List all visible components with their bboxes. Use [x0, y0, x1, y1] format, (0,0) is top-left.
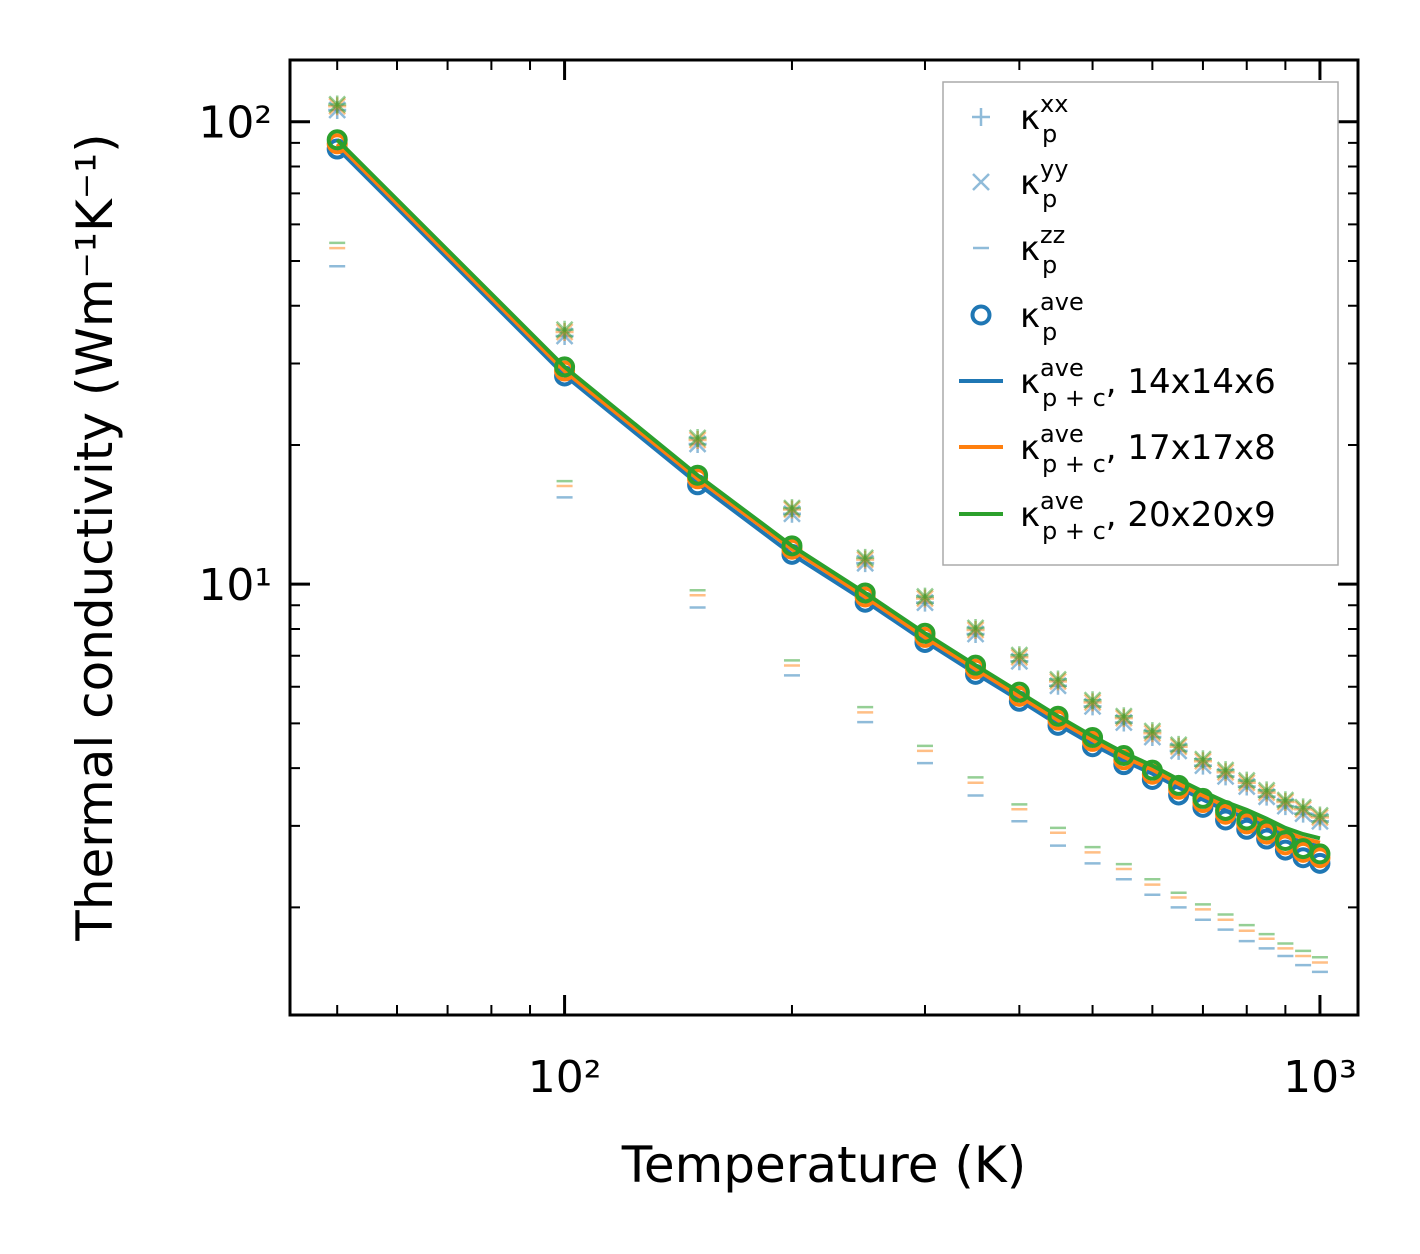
legend-label: κxx p [1020, 90, 1068, 148]
legend-symbol: κ [1020, 98, 1040, 138]
kave-point [914, 622, 936, 644]
legend-label: κave p [1020, 288, 1084, 346]
legend-label: κzz p [1020, 221, 1065, 279]
legend-superscript: ave [1040, 487, 1084, 515]
kave-point [1141, 759, 1163, 781]
kyy-point [1049, 670, 1067, 689]
axis-ticks: 10² 10³ 10¹ 10² [198, 60, 1358, 1103]
legend-subscript: p [1042, 185, 1057, 213]
kyy-point [1143, 722, 1162, 740]
legend-subscript: p + c [1042, 517, 1106, 545]
kyy-point [783, 499, 801, 518]
legend-superscript: ave [1040, 354, 1084, 382]
x-tick-label: 10³ [1283, 1052, 1357, 1103]
plot-marks [326, 95, 1331, 974]
kyy-point [1114, 707, 1133, 726]
x-axis-label: Temperature (K) [621, 1136, 1026, 1194]
legend-label: κave p + c, 20x20x9 [1020, 487, 1276, 545]
legend-item: κave p + c, 20x20x9 [959, 487, 1276, 545]
legend-label: κave p + c, 17x17x8 [1020, 420, 1276, 478]
kave-point [1215, 799, 1237, 821]
kyy-point [916, 587, 934, 606]
legend-symbol: κ [1020, 362, 1040, 402]
legend-box [942, 81, 1339, 566]
legend-item: κyy p [972, 155, 1068, 213]
kave-pc-line-20x20x9 [335, 138, 1321, 841]
kave-point [687, 464, 709, 486]
legend-suffix: , 14x14x6 [1106, 362, 1276, 402]
legend-suffix: , 17x17x8 [1106, 428, 1276, 468]
y-axis-label: Thermal conductivity (Wm⁻¹K⁻¹) [66, 133, 124, 941]
kyy-point [1276, 791, 1295, 810]
y-tick-label: 10¹ [198, 560, 272, 611]
legend-superscript: yy [1040, 155, 1068, 183]
legend-superscript: xx [1040, 90, 1068, 118]
legend-subscript: p + c [1042, 384, 1106, 412]
legend-symbol: κ [1020, 495, 1040, 535]
kyy-point [1083, 691, 1102, 710]
kave-point [1192, 787, 1214, 809]
legend-item: κave p + c, 14x14x6 [959, 354, 1276, 412]
kyy-point [1237, 771, 1256, 790]
legend-superscript: ave [1040, 420, 1084, 448]
kave-point [854, 582, 876, 604]
kyy-point [966, 619, 985, 637]
legend-symbol: κ [1020, 229, 1040, 269]
cross-marker-icon [972, 173, 990, 191]
kyy-point [1216, 761, 1235, 780]
kave-point [1082, 726, 1104, 748]
kave-point [1309, 843, 1331, 865]
legend-superscript: ave [1040, 288, 1084, 316]
legend-item: κave p [970, 288, 1084, 346]
legend-item: κxx p [972, 90, 1068, 148]
plot-area [326, 95, 1331, 974]
legend-symbol: κ [1020, 296, 1040, 336]
legend-subscript: p [1042, 251, 1057, 279]
kave-point [1113, 744, 1135, 766]
series-group-20x20x9 [326, 95, 1331, 959]
kave-point [1168, 774, 1190, 796]
kave-point [1008, 681, 1030, 703]
legend-suffix: , 20x20x9 [1106, 495, 1276, 535]
kave-point [1256, 819, 1278, 841]
kave-point [1236, 809, 1258, 831]
kave-point [1274, 829, 1296, 851]
y-tick-label: 10² [198, 98, 272, 149]
plus-marker-icon [972, 108, 990, 126]
legend-label: κave p + c, 14x14x6 [1020, 354, 1276, 412]
kyy-point [688, 429, 707, 447]
legend-item: κzz p [973, 221, 1065, 279]
kave-point [1047, 705, 1069, 727]
kave-point [965, 654, 987, 676]
circle-marker-icon [970, 304, 992, 326]
kyy-point [1311, 806, 1329, 825]
legend-subscript: p [1042, 120, 1057, 148]
kave-point [554, 356, 576, 378]
kyy-point [555, 320, 574, 339]
plot-frame [288, 58, 1360, 1017]
kyy-point [1169, 736, 1188, 754]
legend-superscript: zz [1040, 221, 1065, 249]
kyy-point [856, 548, 875, 567]
kyy-point [1194, 750, 1212, 769]
kave-point [326, 129, 348, 151]
legend-label: κyy p [1020, 155, 1068, 213]
kyy-point [1294, 798, 1313, 817]
kyy-point [328, 95, 347, 114]
x-tick-label: 10² [528, 1052, 602, 1103]
kyy-point [1010, 646, 1029, 665]
legend-subscript: p [1042, 318, 1057, 346]
legend-subscript: p + c [1042, 450, 1106, 478]
kave-point [781, 535, 803, 557]
legend-symbol: κ [1020, 428, 1040, 468]
legend-item: κave p + c, 17x17x8 [959, 420, 1276, 478]
legend-symbol: κ [1020, 163, 1040, 203]
kyy-point [1257, 781, 1276, 800]
